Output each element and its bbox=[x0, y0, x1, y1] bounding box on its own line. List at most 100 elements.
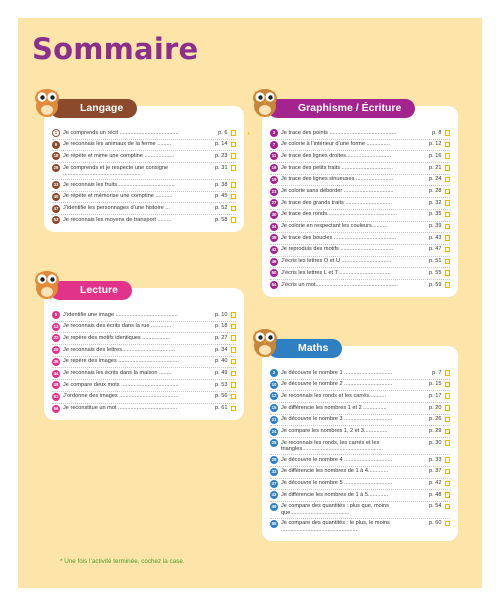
completion-checkbox[interactable] bbox=[444, 188, 450, 195]
completion-checkbox[interactable] bbox=[444, 200, 450, 206]
completion-checkbox[interactable] bbox=[444, 428, 450, 435]
completion-checkbox[interactable] bbox=[230, 382, 236, 388]
completion-checkbox[interactable] bbox=[444, 503, 450, 510]
completion-checkbox[interactable] bbox=[444, 141, 450, 148]
page-number: p. 45 bbox=[215, 193, 228, 200]
completion-checkbox[interactable] bbox=[444, 457, 450, 463]
activity-title: Je différencie les nombres de 1 à 4.....… bbox=[281, 468, 389, 475]
toc-entry: 9 Je reconnais les animaux de la ferme ..… bbox=[52, 140, 236, 152]
activity-title: Je découvre le nombre 3 ................… bbox=[281, 416, 393, 423]
activity-number-badge: 48 bbox=[52, 381, 60, 390]
page-number: p. 21 bbox=[429, 164, 442, 171]
activity-number-badge: 34 bbox=[270, 222, 278, 231]
completion-checkbox[interactable] bbox=[444, 492, 450, 498]
toc-entry: 38 Je trace des boucles .................… bbox=[270, 233, 450, 245]
completion-checkbox[interactable] bbox=[444, 246, 450, 253]
completion-checkbox[interactable] bbox=[444, 130, 450, 136]
completion-checkbox[interactable] bbox=[230, 182, 236, 188]
activity-title: Je trace des petits traits .............… bbox=[281, 164, 393, 171]
completion-checkbox[interactable] bbox=[444, 165, 450, 171]
activity-number-badge: 10 bbox=[270, 380, 278, 389]
completion-checkbox[interactable] bbox=[444, 381, 450, 388]
page-number: p. 61 bbox=[215, 405, 228, 412]
completion-checkbox[interactable] bbox=[230, 165, 236, 171]
page-number: p. 59 bbox=[429, 281, 442, 288]
page-number: p. 55 bbox=[429, 269, 442, 276]
completion-checkbox[interactable] bbox=[230, 323, 236, 330]
completion-checkbox[interactable] bbox=[444, 223, 450, 230]
completion-checkbox[interactable] bbox=[444, 393, 450, 399]
activity-title: Je différencie les nombres de 1 à 5.....… bbox=[281, 491, 389, 498]
completion-checkbox[interactable] bbox=[444, 370, 450, 376]
completion-checkbox[interactable] bbox=[230, 141, 236, 148]
page-number: p. 7 bbox=[432, 369, 442, 376]
activity-title: Je reproduis des motifs ................… bbox=[281, 246, 394, 253]
completion-checkbox[interactable] bbox=[230, 335, 236, 341]
toc-entry: 56 Je reconstitue un mot ................… bbox=[52, 404, 236, 415]
completion-checkbox[interactable] bbox=[444, 211, 450, 218]
completion-checkbox[interactable] bbox=[444, 468, 450, 475]
activity-title: Je compare des quantités : plus que, moi… bbox=[281, 503, 389, 516]
activity-number-badge: 24 bbox=[270, 427, 278, 436]
completion-checkbox[interactable] bbox=[444, 480, 450, 487]
page-number: p. 52 bbox=[215, 205, 228, 212]
section-lecture: Lecture 5 J’identifie une image ..........… bbox=[35, 271, 244, 421]
completion-checkbox[interactable] bbox=[444, 520, 450, 527]
completion-checkbox[interactable] bbox=[230, 193, 236, 200]
completion-checkbox[interactable] bbox=[230, 205, 236, 212]
completion-checkbox[interactable] bbox=[230, 153, 236, 159]
completion-checkbox[interactable] bbox=[230, 347, 236, 353]
activity-title: Je découvre le nombre 2 ................… bbox=[281, 381, 393, 388]
section-maths: Maths 2 Je découvre le nombre 1 ..........… bbox=[253, 329, 458, 541]
page-number: p. 20 bbox=[429, 404, 442, 411]
section-graphisme: Graphisme / Écriture 3 Je trace des points… bbox=[253, 89, 458, 297]
activity-number-badge: 13 bbox=[52, 322, 60, 331]
page-number: p. 40 bbox=[215, 358, 228, 365]
activity-title: Je trace des ronds......................… bbox=[281, 211, 397, 218]
page-number: p. 56 bbox=[215, 393, 228, 400]
toc-entry: 34 Je colorie en respectant les couleurs.… bbox=[270, 222, 450, 234]
page-number: p. 12 bbox=[429, 141, 442, 148]
toc-entry: 51 J’ordonne des images .................… bbox=[52, 392, 236, 404]
activity-number-badge: 22 bbox=[52, 334, 60, 343]
completion-checkbox[interactable] bbox=[444, 258, 450, 265]
toc-entry: 1 Je comprends un récit .................… bbox=[52, 128, 236, 140]
completion-checkbox[interactable] bbox=[230, 393, 236, 400]
completion-checkbox[interactable] bbox=[230, 405, 236, 412]
section-header-lecture: Lecture bbox=[50, 281, 132, 300]
activity-title: Je reconnais les fruits.................… bbox=[63, 181, 175, 188]
toc-entry: 23 Je colorie sans déborder .............… bbox=[270, 186, 450, 199]
completion-checkbox[interactable] bbox=[230, 217, 236, 223]
completion-checkbox[interactable] bbox=[444, 405, 450, 411]
completion-checkbox[interactable] bbox=[230, 130, 236, 136]
activity-title: Je trace des boucles ...................… bbox=[281, 234, 397, 241]
toc-entry: 49 Je compare des quantités : plus que, m… bbox=[270, 502, 450, 519]
activity-number-badge: 42 bbox=[270, 245, 278, 254]
activity-title: J’identifie une image ..................… bbox=[63, 311, 178, 318]
completion-checkbox[interactable] bbox=[444, 282, 450, 288]
activity-number-badge: 47 bbox=[52, 204, 60, 213]
toc-entry: 44 Je reconnais les écrits dans la maison… bbox=[52, 368, 236, 381]
completion-checkbox[interactable] bbox=[444, 153, 450, 159]
toc-entry: 10 Je découvre le nombre 2 ..............… bbox=[270, 380, 450, 392]
toc-entry: 18 Je répète et mime une comptine .......… bbox=[52, 151, 236, 164]
completion-checkbox[interactable] bbox=[444, 416, 450, 423]
activity-number-badge: 3 bbox=[270, 129, 278, 138]
activity-number-badge: 46 bbox=[270, 257, 278, 266]
completion-checkbox[interactable] bbox=[444, 235, 450, 241]
activity-title: Je découvre le nombre 1 ................… bbox=[281, 369, 393, 376]
activity-number-badge: 26 bbox=[52, 164, 60, 173]
activity-title: Je reconnais les écrits dans la maison .… bbox=[63, 370, 172, 377]
page-number: p. 26 bbox=[429, 416, 442, 423]
completion-checkbox[interactable] bbox=[444, 440, 450, 446]
page-number: p. 14 bbox=[215, 141, 228, 148]
completion-checkbox[interactable] bbox=[230, 370, 236, 377]
completion-checkbox[interactable] bbox=[444, 176, 450, 183]
toc-entry: 24 Je compare les nombres 1, 2 et 3......… bbox=[270, 426, 450, 439]
activity-number-badge: 30 bbox=[270, 210, 278, 219]
completion-checkbox[interactable] bbox=[230, 312, 236, 318]
completion-checkbox[interactable] bbox=[444, 270, 450, 276]
activity-title: Je trace des lignes sinueuses ..........… bbox=[281, 176, 394, 183]
completion-checkbox[interactable] bbox=[230, 358, 236, 365]
activity-number-badge: 16 bbox=[270, 164, 278, 173]
